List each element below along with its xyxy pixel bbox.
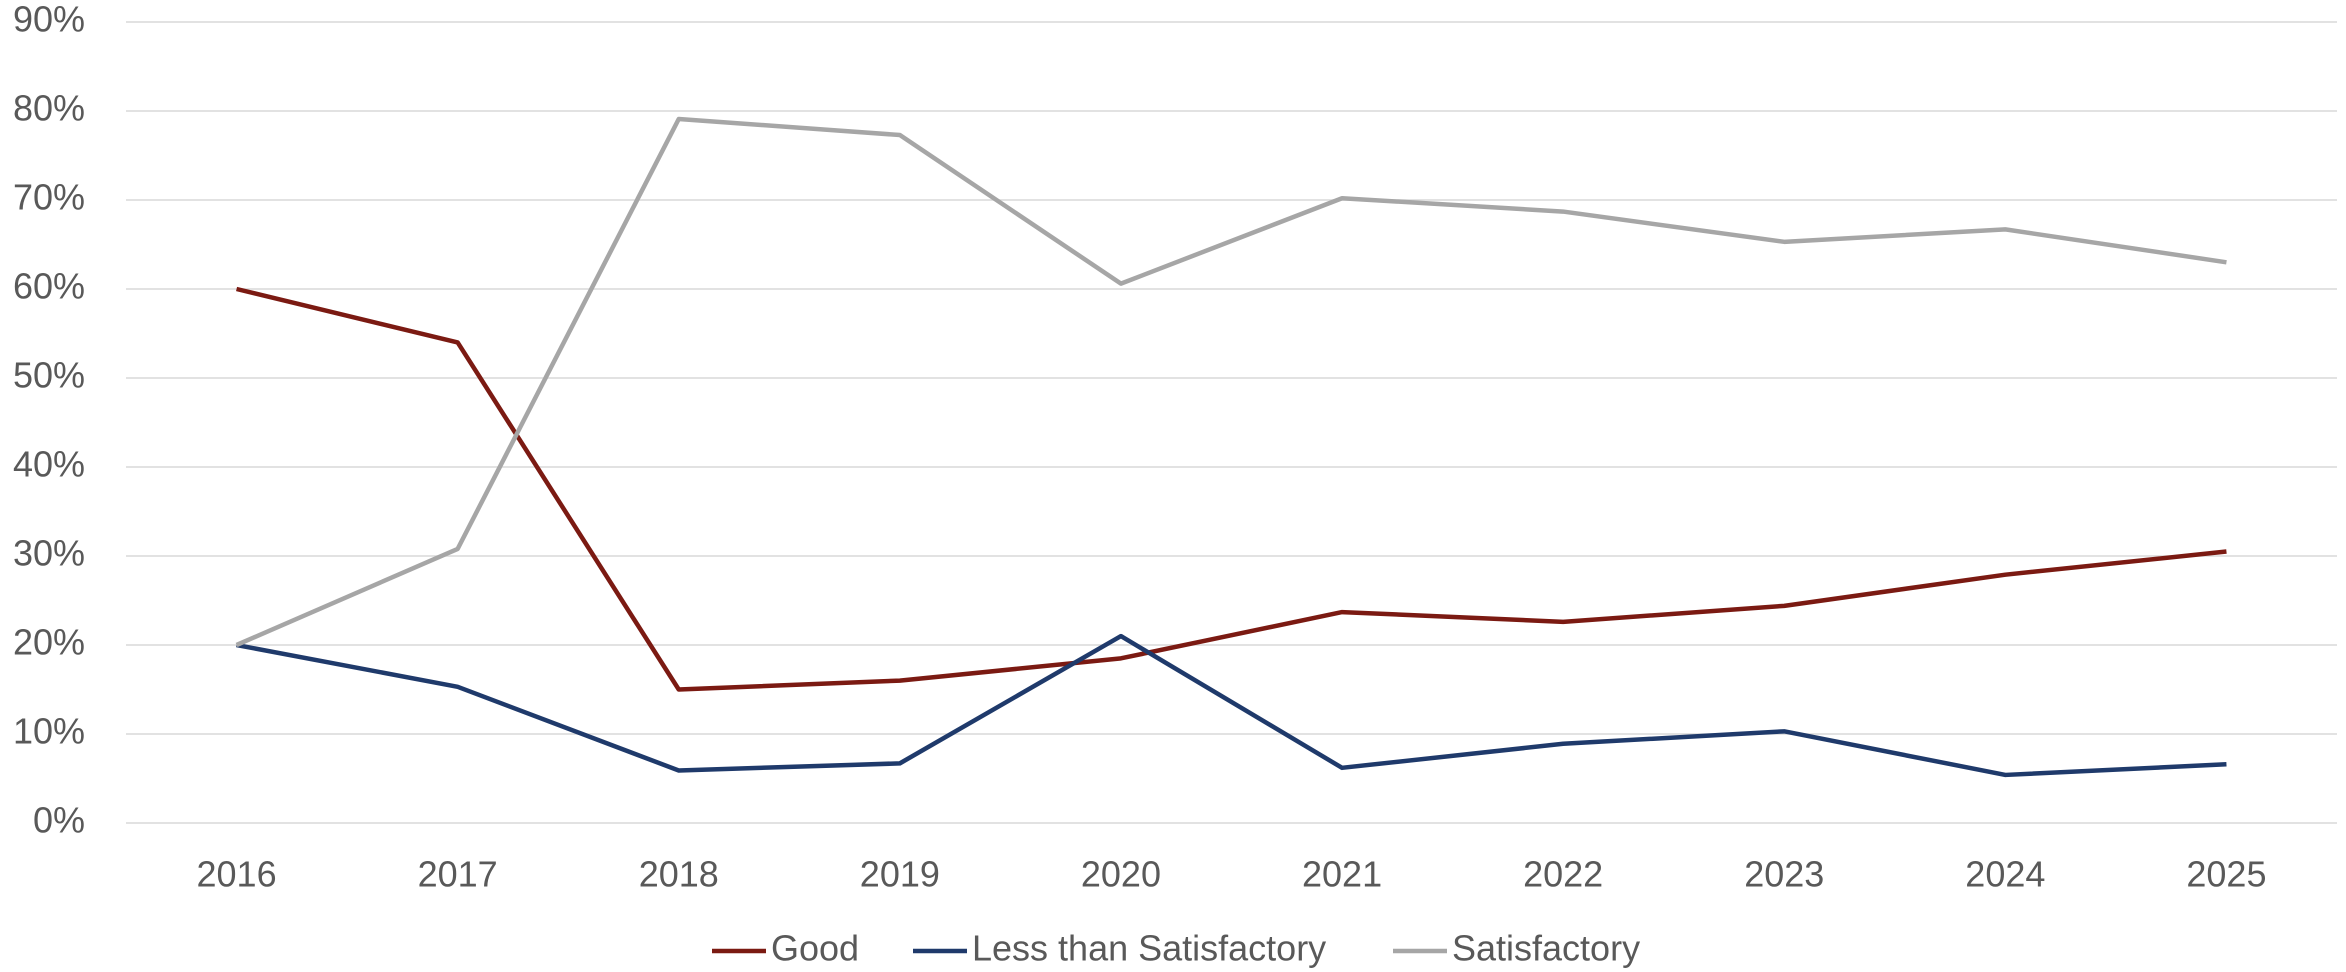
legend-label: Satisfactory: [1452, 928, 1640, 969]
y-tick-label: 40%: [13, 444, 85, 485]
y-tick-label: 0%: [33, 800, 85, 841]
x-tick-label: 2019: [860, 854, 940, 895]
y-tick-label: 20%: [13, 622, 85, 663]
series-line: [236, 633, 2227, 778]
x-tick-label: 2025: [2186, 854, 2266, 895]
x-tick-label: 2024: [1965, 854, 2045, 895]
y-tick-label: 30%: [13, 533, 85, 574]
x-tick-label: 2017: [418, 854, 498, 895]
y-tick-label: 80%: [13, 88, 85, 129]
y-tick-label: 60%: [13, 266, 85, 307]
legend-label: Less than Satisfactory: [972, 928, 1326, 969]
x-tick-label: 2021: [1302, 854, 1382, 895]
series-line: [236, 286, 2227, 692]
x-tick-label: 2022: [1523, 854, 1603, 895]
y-tick-label: 10%: [13, 711, 85, 752]
series-line: [235, 116, 2227, 648]
x-tick-label: 2023: [1744, 854, 1824, 895]
x-tick-label: 2016: [197, 854, 277, 895]
x-tick-label: 2018: [639, 854, 719, 895]
y-tick-label: 50%: [13, 355, 85, 396]
y-tick-label: 70%: [13, 177, 85, 218]
x-tick-label: 2020: [1081, 854, 1161, 895]
y-tick-label: 90%: [13, 0, 85, 40]
legend-label: Good: [771, 928, 859, 969]
